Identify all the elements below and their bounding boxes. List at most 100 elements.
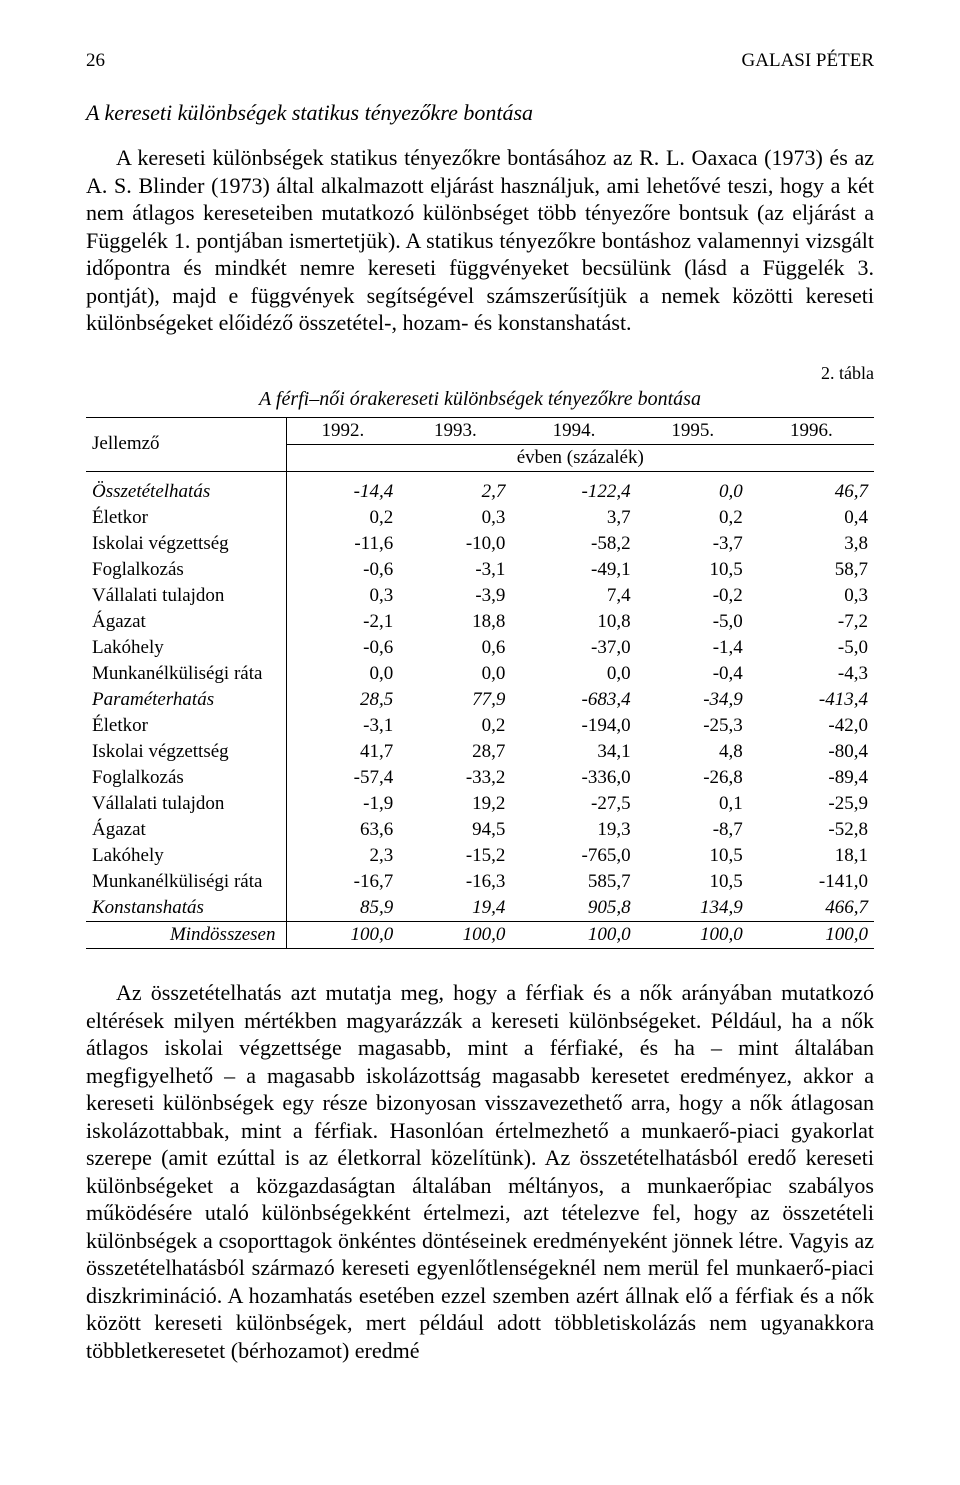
cell: -10,0 xyxy=(399,531,511,557)
col-header-year-2: 1994. xyxy=(511,417,636,444)
total-cell: 100,0 xyxy=(286,922,399,949)
cell: -0,4 xyxy=(637,661,749,687)
cell: 4,8 xyxy=(637,739,749,765)
cell: -4,3 xyxy=(749,661,874,687)
cell: 0,0 xyxy=(399,661,511,687)
row-label: Vállalati tulajdon xyxy=(86,583,286,609)
author-name: GALASI PÉTER xyxy=(742,50,874,72)
cell: -26,8 xyxy=(637,765,749,791)
cell: -0,6 xyxy=(286,557,399,583)
row-label: Lakóhely xyxy=(86,635,286,661)
cell: -14,4 xyxy=(286,479,399,505)
table-row: Életkor-3,10,2-194,0-25,3-42,0 xyxy=(86,713,874,739)
cell: 77,9 xyxy=(399,687,511,713)
table-row: Életkor0,20,33,70,20,4 xyxy=(86,505,874,531)
page-header: 26 GALASI PÉTER xyxy=(86,50,874,72)
cell: -122,4 xyxy=(511,479,636,505)
cell: 28,5 xyxy=(286,687,399,713)
cell: -1,4 xyxy=(637,635,749,661)
row-label: Paraméterhatás xyxy=(86,687,286,713)
cell: 19,3 xyxy=(511,817,636,843)
total-cell: 100,0 xyxy=(399,922,511,949)
table-row: Vállalati tulajdon0,3-3,97,4-0,20,3 xyxy=(86,583,874,609)
table-row: Munkanélküliségi ráta-16,7-16,3585,710,5… xyxy=(86,869,874,895)
cell: -0,6 xyxy=(286,635,399,661)
cell: -336,0 xyxy=(511,765,636,791)
row-label: Munkanélküliségi ráta xyxy=(86,661,286,687)
row-label: Foglalkozás xyxy=(86,557,286,583)
cell: -49,1 xyxy=(511,557,636,583)
table-row: Ágazat-2,118,810,8-5,0-7,2 xyxy=(86,609,874,635)
cell: 585,7 xyxy=(511,869,636,895)
data-table: Jellemző 1992. 1993. 1994. 1995. 1996. é… xyxy=(86,417,874,950)
row-label: Munkanélküliségi ráta xyxy=(86,869,286,895)
cell: 0,6 xyxy=(399,635,511,661)
row-label: Életkor xyxy=(86,505,286,531)
table-row: Iskolai végzettség-11,6-10,0-58,2-3,73,8 xyxy=(86,531,874,557)
cell: 0,3 xyxy=(399,505,511,531)
page: 26 GALASI PÉTER A kereseti különbségek s… xyxy=(0,0,960,1414)
cell: -57,4 xyxy=(286,765,399,791)
total-cell: 100,0 xyxy=(637,922,749,949)
cell: -141,0 xyxy=(749,869,874,895)
cell: 0,2 xyxy=(637,505,749,531)
cell: -2,1 xyxy=(286,609,399,635)
cell: -16,7 xyxy=(286,869,399,895)
cell: -194,0 xyxy=(511,713,636,739)
cell: 34,1 xyxy=(511,739,636,765)
table-row: Iskolai végzettség41,728,734,14,8-80,4 xyxy=(86,739,874,765)
cell: -37,0 xyxy=(511,635,636,661)
cell: 41,7 xyxy=(286,739,399,765)
row-label: Életkor xyxy=(86,713,286,739)
cell: 466,7 xyxy=(749,895,874,922)
cell: 18,1 xyxy=(749,843,874,869)
cell: 0,4 xyxy=(749,505,874,531)
cell: 134,9 xyxy=(637,895,749,922)
paragraph-2: Az összetételhatás azt mutatja meg, hogy… xyxy=(86,979,874,1364)
col-header-year-0: 1992. xyxy=(286,417,399,444)
row-label: Iskolai végzettség xyxy=(86,739,286,765)
table-row: Ágazat63,694,519,3-8,7-52,8 xyxy=(86,817,874,843)
table-body: Összetételhatás-14,42,7-122,40,046,7Élet… xyxy=(86,471,874,949)
cell: -58,2 xyxy=(511,531,636,557)
cell: 46,7 xyxy=(749,479,874,505)
cell: 0,2 xyxy=(286,505,399,531)
cell: 0,0 xyxy=(286,661,399,687)
cell: 10,8 xyxy=(511,609,636,635)
table-row: Paraméterhatás28,577,9-683,4-34,9-413,4 xyxy=(86,687,874,713)
table-row: Foglalkozás-57,4-33,2-336,0-26,8-89,4 xyxy=(86,765,874,791)
cell: 58,7 xyxy=(749,557,874,583)
cell: -25,3 xyxy=(637,713,749,739)
cell: 3,8 xyxy=(749,531,874,557)
row-label: Ágazat xyxy=(86,609,286,635)
row-label: Konstanshatás xyxy=(86,895,286,922)
cell: 0,0 xyxy=(511,661,636,687)
cell: 10,5 xyxy=(637,557,749,583)
cell: -27,5 xyxy=(511,791,636,817)
row-label: Iskolai végzettség xyxy=(86,531,286,557)
cell: 18,8 xyxy=(399,609,511,635)
cell: -16,3 xyxy=(399,869,511,895)
cell: 2,3 xyxy=(286,843,399,869)
cell: 3,7 xyxy=(511,505,636,531)
cell: -15,2 xyxy=(399,843,511,869)
section-title: A kereseti különbségek statikus tényezők… xyxy=(86,100,874,126)
total-label: Mindösszesen xyxy=(86,922,286,949)
cell: 0,0 xyxy=(637,479,749,505)
cell: 2,7 xyxy=(399,479,511,505)
row-label: Lakóhely xyxy=(86,843,286,869)
table-row: Foglalkozás-0,6-3,1-49,110,558,7 xyxy=(86,557,874,583)
table-row: Összetételhatás-14,42,7-122,40,046,7 xyxy=(86,479,874,505)
cell: -3,9 xyxy=(399,583,511,609)
table-row: Lakóhely-0,60,6-37,0-1,4-5,0 xyxy=(86,635,874,661)
cell: -683,4 xyxy=(511,687,636,713)
cell: -413,4 xyxy=(749,687,874,713)
cell: 85,9 xyxy=(286,895,399,922)
table-row: Konstanshatás85,919,4905,8134,9466,7 xyxy=(86,895,874,922)
col-header-year-1: 1993. xyxy=(399,417,511,444)
table-row: Vállalati tulajdon-1,919,2-27,50,1-25,9 xyxy=(86,791,874,817)
cell: 19,4 xyxy=(399,895,511,922)
cell: 10,5 xyxy=(637,869,749,895)
cell: -5,0 xyxy=(637,609,749,635)
row-label: Foglalkozás xyxy=(86,765,286,791)
